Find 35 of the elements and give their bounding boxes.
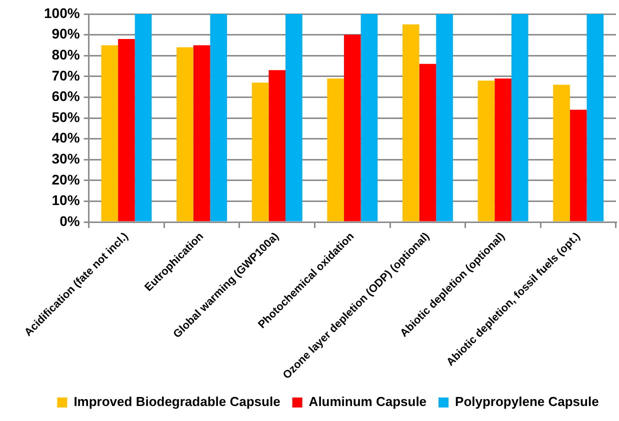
legend-label: Polypropylene Capsule	[455, 394, 599, 410]
y-tick-label: 0%	[60, 212, 80, 229]
bar	[134, 14, 152, 222]
bar	[478, 80, 495, 222]
y-tick-label: 20%	[52, 171, 80, 188]
bar	[511, 14, 528, 222]
bar	[286, 14, 302, 222]
y-tick-label: 90%	[52, 26, 80, 42]
legend-label: Improved Biodegradable Capsule	[74, 394, 280, 410]
bar	[570, 110, 587, 222]
bar	[436, 14, 453, 222]
y-tick-label: 40%	[52, 130, 80, 146]
y-tick-label: 80%	[52, 46, 80, 62]
bar	[210, 14, 228, 222]
y-tick-label: 70%	[52, 67, 80, 84]
bar	[419, 64, 436, 222]
y-tick-label: 30%	[52, 150, 80, 166]
bar	[118, 38, 135, 222]
y-tick-label: 50%	[52, 108, 80, 125]
y-tick-label: 10%	[52, 192, 80, 208]
bar	[402, 24, 420, 222]
bar	[553, 84, 570, 222]
legend-label: Aluminum Capsule	[308, 394, 427, 410]
bar	[586, 14, 604, 222]
bar	[327, 78, 344, 222]
bar	[252, 82, 269, 222]
bar	[268, 70, 286, 222]
bar	[344, 34, 361, 222]
bar	[360, 14, 378, 222]
y-tick-label: 60%	[52, 88, 80, 104]
bar	[101, 45, 118, 222]
bar	[193, 45, 210, 222]
bar	[176, 47, 194, 222]
bar	[494, 78, 512, 222]
y-tick-label: 100%	[44, 4, 80, 21]
